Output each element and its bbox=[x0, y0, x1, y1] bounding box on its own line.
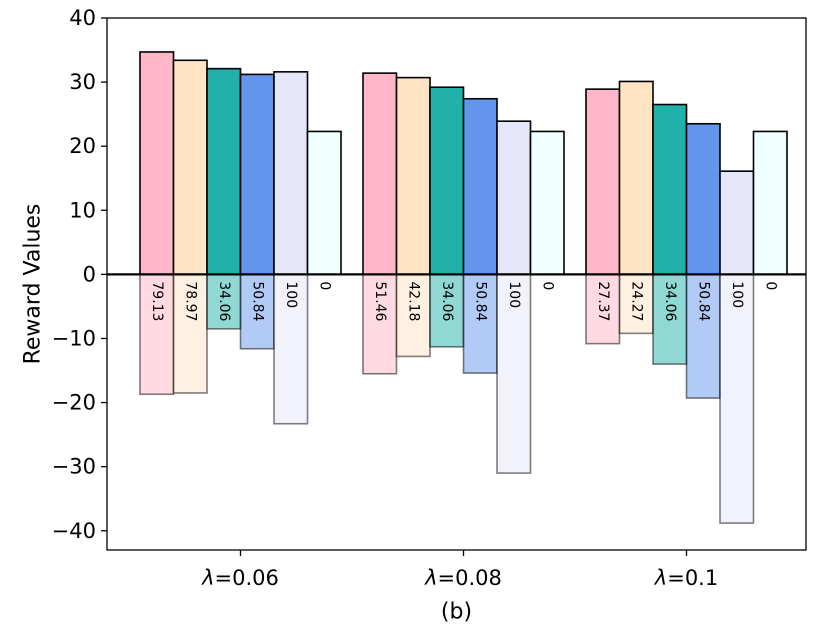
y-tick-label-5: −10 bbox=[52, 326, 96, 350]
x-tick-label-1: λ=0.08 bbox=[424, 566, 502, 590]
bar-label-series-4-1: 50.84 bbox=[249, 281, 265, 321]
bar-positive-series-6-1 bbox=[306, 130, 342, 276]
bar-label-series-3-1: 34.06 bbox=[216, 281, 232, 321]
bar-label-series-1-2: 51.46 bbox=[372, 281, 388, 321]
x-axis: λ=0.06 λ=0.08 λ=0.1 bbox=[201, 550, 718, 590]
y-tick-label-4: 0 bbox=[83, 262, 96, 286]
y-axis: 40 30 20 10 0 −10 −20 −30 −40 bbox=[52, 6, 107, 543]
bar-negative-series-2-1 bbox=[172, 273, 208, 394]
bar-positive-series-3-1 bbox=[206, 67, 242, 276]
bars-layer bbox=[139, 51, 788, 524]
bar-label-series-2-3: 24.27 bbox=[628, 281, 644, 321]
bar-label-series-5-2: 100 bbox=[506, 281, 522, 308]
bar-negative-series-3-1 bbox=[206, 273, 242, 330]
bar-negative-series-2-2 bbox=[395, 273, 431, 358]
bar-label-series-5-3: 100 bbox=[729, 281, 745, 308]
y-tick-label-6: −20 bbox=[52, 391, 96, 415]
bar-positive-series-5-1 bbox=[273, 71, 309, 276]
bar-label-series-1-3: 27.37 bbox=[595, 281, 611, 321]
y-tick-label-7: −30 bbox=[52, 455, 96, 479]
bar-positive-series-6-2 bbox=[529, 130, 565, 276]
bar-positive-series-5-3 bbox=[719, 170, 755, 276]
bar-negative-series-5-1 bbox=[273, 273, 309, 425]
bar-positive-series-4-3 bbox=[685, 122, 721, 276]
bar-negative-series-5-3 bbox=[719, 273, 755, 524]
bar-negative-series-1-2 bbox=[362, 273, 398, 375]
y-tick-label-0: 40 bbox=[69, 6, 96, 30]
bar-positive-series-1-3 bbox=[585, 88, 621, 276]
x-tick-label-2: λ=0.1 bbox=[654, 566, 718, 590]
bar-positive-series-2-2 bbox=[395, 76, 431, 276]
x-axis-label: (b) bbox=[441, 600, 472, 625]
bar-label-series-2-2: 42.18 bbox=[405, 281, 421, 321]
bar-positive-series-4-1 bbox=[239, 73, 275, 276]
bar-negative-series-3-3 bbox=[652, 273, 688, 365]
bar-negative-series-4-3 bbox=[685, 273, 721, 399]
y-tick-label-1: 30 bbox=[69, 70, 96, 94]
bar-label-series-6-2: 0 bbox=[539, 281, 555, 290]
bar-positive-series-2-1 bbox=[172, 59, 208, 276]
bar-label-series-6-1: 0 bbox=[316, 281, 332, 290]
bar-label-series-6-3: 0 bbox=[762, 281, 778, 290]
bar-positive-series-1-1 bbox=[139, 51, 175, 276]
bar-positive-series-1-2 bbox=[362, 72, 398, 276]
bar-label-series-3-2: 34.06 bbox=[439, 281, 455, 321]
bar-label-series-3-3: 34.06 bbox=[662, 281, 678, 321]
bar-positive-series-2-3 bbox=[618, 80, 654, 276]
bar-positive-series-6-3 bbox=[752, 130, 788, 276]
y-tick-label-8: −40 bbox=[52, 519, 96, 543]
bar-negative-series-4-1 bbox=[239, 273, 275, 350]
bar-negative-series-1-1 bbox=[139, 273, 175, 396]
bar-label-series-4-2: 50.84 bbox=[472, 281, 488, 321]
y-axis-label: Reward Values bbox=[21, 204, 46, 365]
bar-negative-series-3-2 bbox=[429, 273, 465, 348]
x-tick-label-0: λ=0.06 bbox=[201, 566, 279, 590]
bar-labels-layer: 79.13 51.46 27.37 78.97 42.18 24.27 34.06 34.06… bbox=[149, 281, 779, 321]
bar-positive-series-3-3 bbox=[652, 103, 688, 276]
bar-positive-series-4-2 bbox=[462, 97, 498, 276]
bar-negative-series-2-3 bbox=[618, 273, 654, 335]
plot-frame bbox=[106, 17, 807, 551]
bar-positive-series-3-2 bbox=[429, 86, 465, 276]
y-tick-label-3: 10 bbox=[69, 198, 96, 222]
bar-label-series-4-3: 50.84 bbox=[695, 281, 711, 321]
bar-label-series-5-1: 100 bbox=[283, 281, 299, 308]
bar-label-series-1-1: 79.13 bbox=[149, 281, 165, 321]
bar-positive-series-5-2 bbox=[496, 120, 532, 276]
y-tick-label-2: 20 bbox=[69, 134, 96, 158]
bar-label-series-2-1: 78.97 bbox=[182, 281, 198, 321]
